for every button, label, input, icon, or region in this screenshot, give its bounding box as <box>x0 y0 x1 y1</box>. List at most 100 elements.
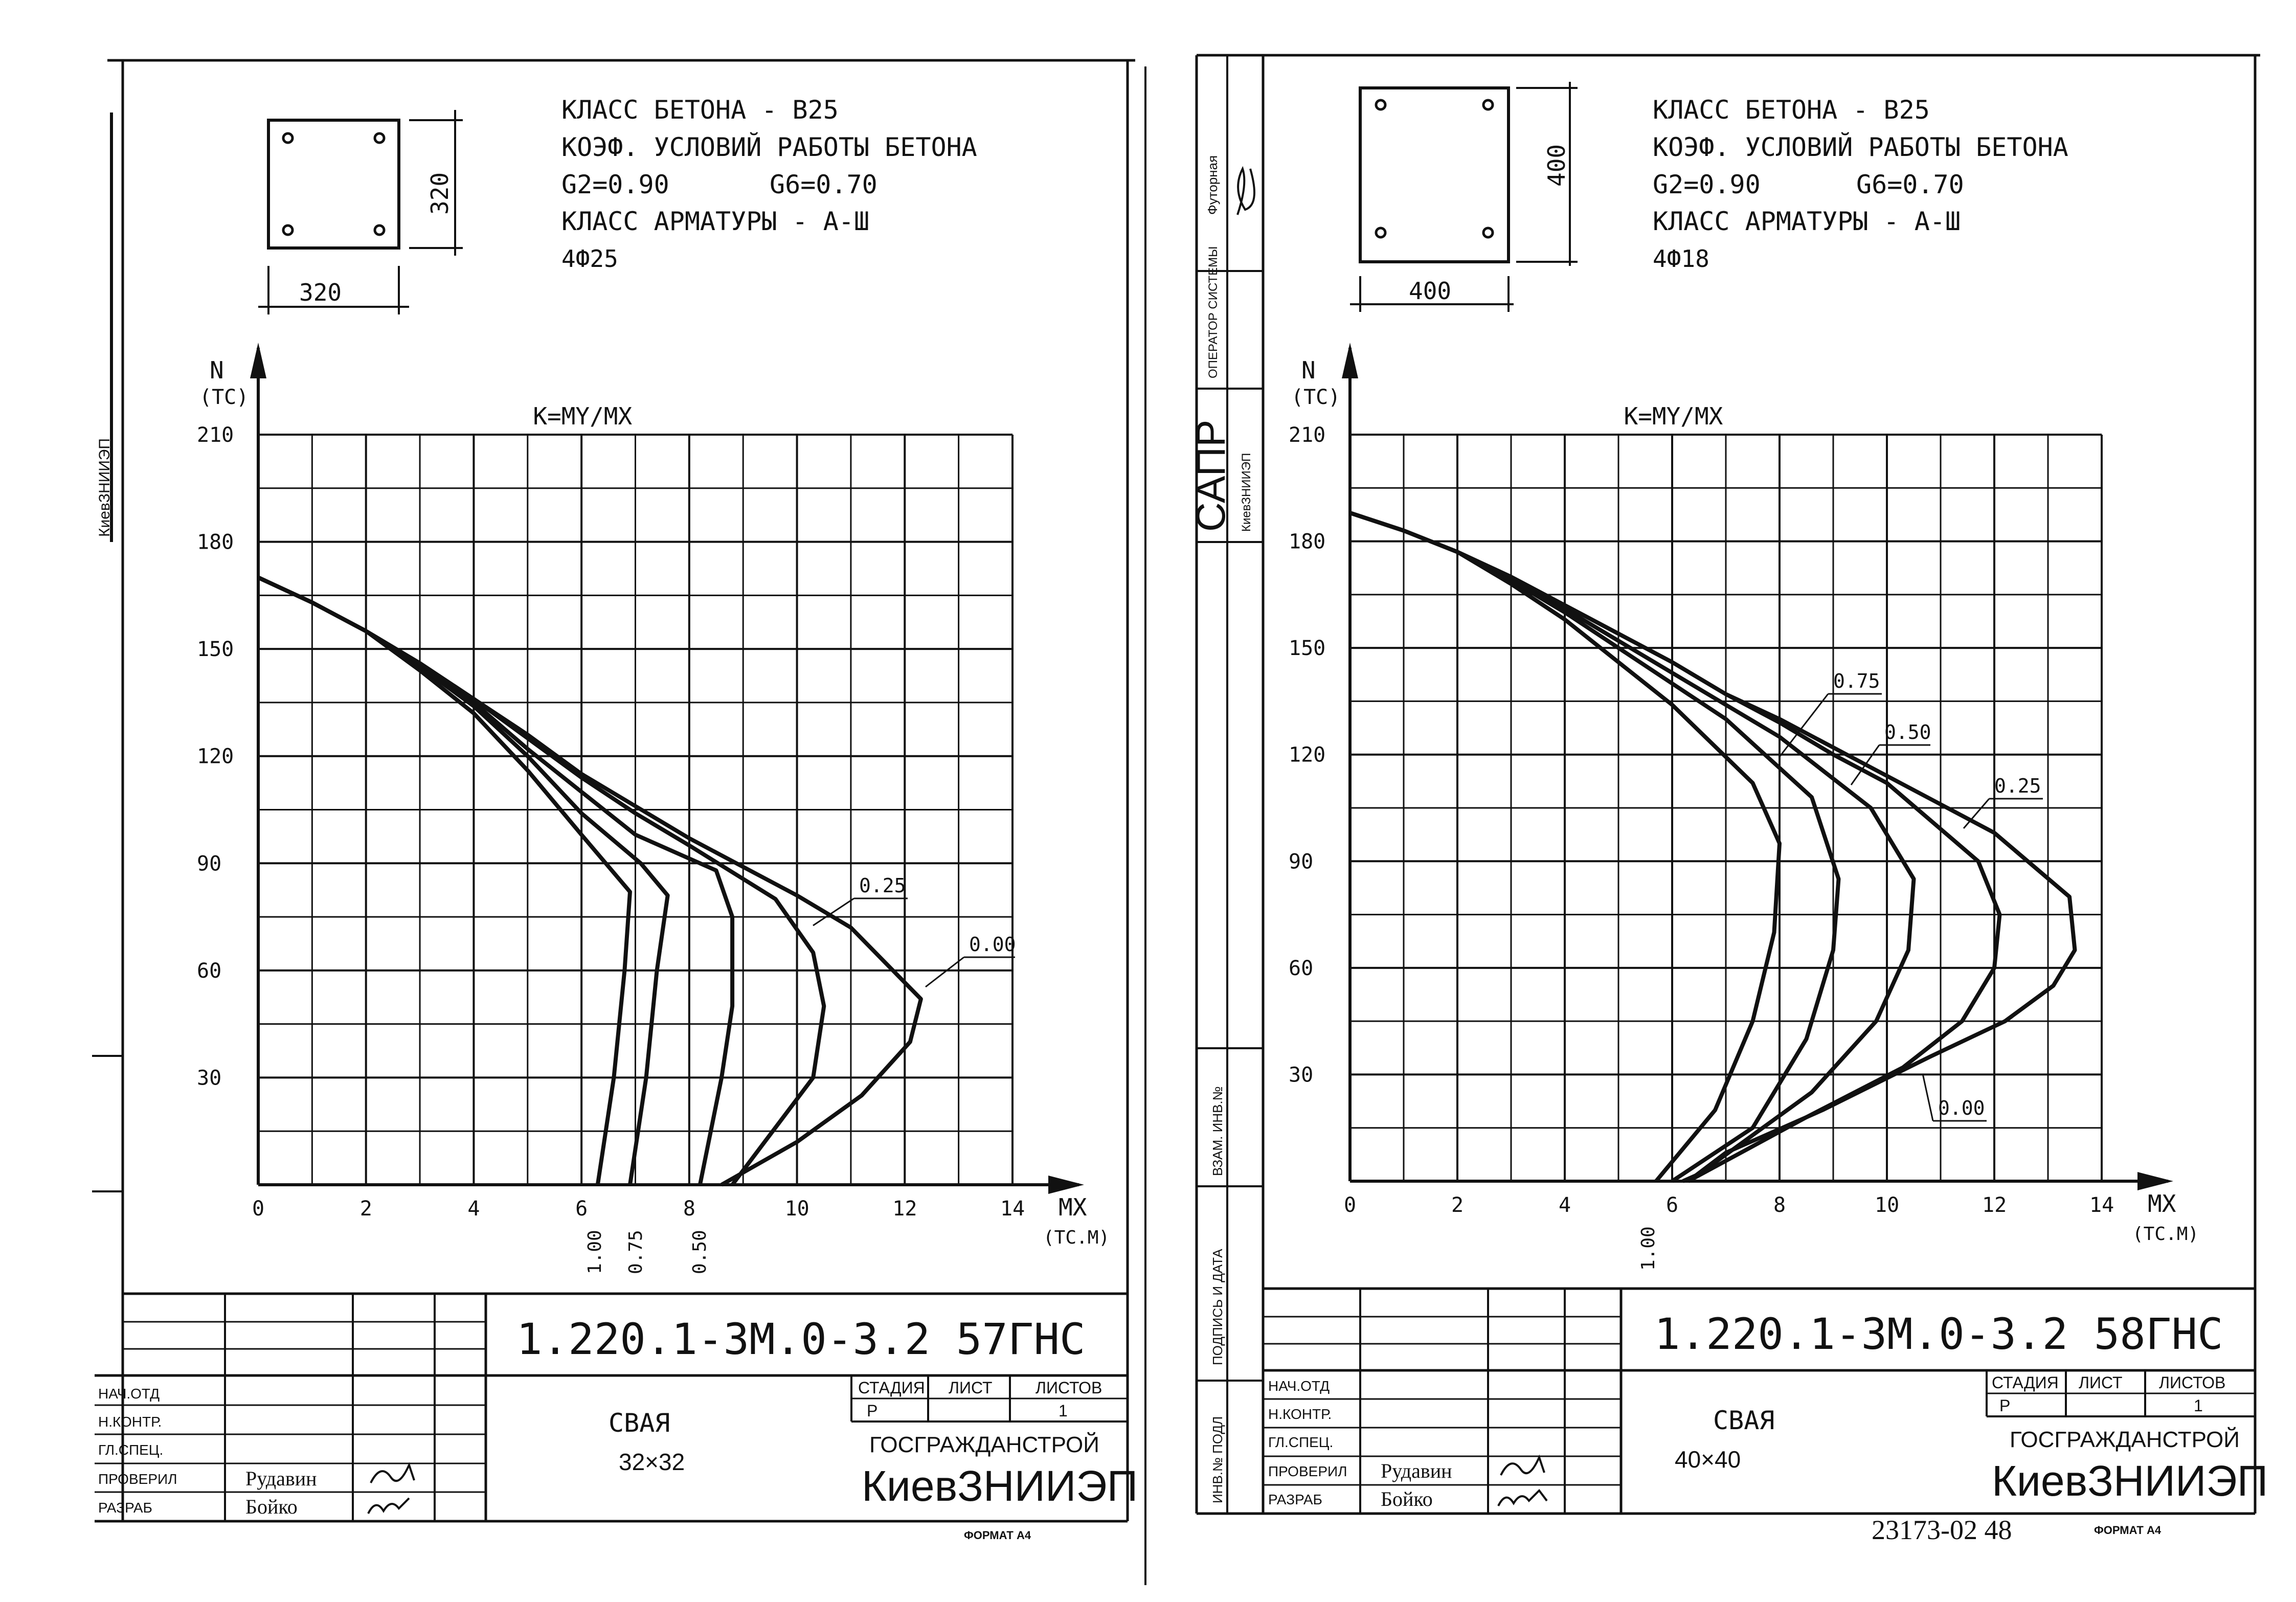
dim-width-label: 320 <box>299 279 342 306</box>
org-institute: КиевЗНИИЭП <box>862 1462 1138 1510</box>
y-axis-label: N <box>1301 356 1316 384</box>
bottom-k-label: 0.75 <box>625 1230 646 1274</box>
rebar-dot <box>1375 99 1387 111</box>
sheet-header: ЛИСТ <box>2079 1373 2123 1392</box>
callout-leader <box>1850 744 1880 785</box>
title-block-left: 1.220.1-3М.0-3.2 57ГНС СВАЯ 32×32 СТАДИЯ… <box>95 1292 1138 1542</box>
cross-section-square <box>267 119 400 250</box>
curve-label: 0.75 <box>1833 670 1880 692</box>
callout-leader <box>1922 1073 1934 1121</box>
curve-k-0-00 <box>257 575 923 1187</box>
signature <box>1500 1454 1545 1476</box>
role-chief: ГЛ.СПЕЦ. <box>1268 1434 1333 1450</box>
name-developed: Бойко <box>245 1495 298 1518</box>
curve-label: 0.00 <box>969 933 1016 956</box>
x-axis-label: MX <box>1059 1193 1087 1221</box>
stamp-sapr: САПР <box>1188 420 1233 532</box>
org-name: ГОСГРАЖДАНСТРОЙ <box>869 1431 1099 1457</box>
dim-height-label: 400 <box>1543 144 1570 187</box>
y-tick-label: 150 <box>1289 637 1325 660</box>
rebar-dot <box>1482 227 1494 239</box>
name-developed: Бойко <box>1381 1487 1433 1510</box>
curve-label: 0.25 <box>859 874 906 897</box>
spec-block: КЛАСС БЕТОНА - В25 КОЭФ. УСЛОВИЙ РАБОТЫ … <box>561 95 977 273</box>
spec-rebar-count: 4Ф18 <box>1653 245 1709 273</box>
x-tick-label: 10 <box>1875 1193 1899 1217</box>
item-name: СВАЯ <box>609 1408 670 1438</box>
spec-rebar-class: КЛАСС АРМАТУРЫ - А-Ш <box>561 207 869 236</box>
curve-k-0-25 <box>1349 511 2002 1183</box>
spec-g2: G2=0.90 <box>1653 170 1761 199</box>
curve-label: 0.00 <box>1938 1097 1985 1119</box>
callout-leader <box>925 956 964 988</box>
rebar-dot <box>282 224 294 236</box>
stamp-operator: ОПЕРАТОР СИСТЕМЫ <box>1206 246 1220 378</box>
role-developed: РАЗРАБ <box>1268 1492 1322 1507</box>
spec-concrete-class: КЛАСС БЕТОНА - В25 <box>1653 95 1930 125</box>
k-ratio-label: K=MY/MX <box>533 402 632 430</box>
spec-g6: G6=0.70 <box>770 170 877 199</box>
spec-rebar-class: КЛАСС АРМАТУРЫ - А-Ш <box>1653 207 1961 236</box>
y-axis-arrow <box>1342 343 1358 378</box>
curve-k-0-50 <box>257 575 735 1185</box>
sheet-right: Футорная ОПЕРАТОР СИСТЕМЫ САПР КиевЗНИИЭ… <box>1188 54 2268 1545</box>
stamp-kiev: КиевЗНИИЭП <box>1240 453 1253 532</box>
role-head: НАЧ.ОТД <box>1268 1378 1330 1394</box>
y-tick-label: 150 <box>197 638 234 661</box>
stage-header: СТАДИЯ <box>858 1379 925 1397</box>
rebar-dot <box>282 132 294 144</box>
y-tick-label: 60 <box>1289 957 1313 980</box>
spec-concrete-class: КЛАСС БЕТОНА - В25 <box>561 95 839 125</box>
y-axis-unit: (ТС) <box>199 386 249 409</box>
x-tick-label: 14 <box>1000 1197 1025 1221</box>
spec-block: КЛАСС БЕТОНА - В25 КОЭФ. УСЛОВИЙ РАБОТЫ … <box>1653 95 2068 273</box>
role-checked: ПРОВЕРИЛ <box>98 1471 177 1487</box>
format-label: ФОРМАТ А4 <box>964 1529 1031 1542</box>
rebar-dot <box>373 224 386 236</box>
callout-leader <box>1779 693 1829 757</box>
callout-leader <box>1963 798 1990 829</box>
signature <box>1497 1488 1548 1506</box>
x-tick-label: 0 <box>252 1197 264 1221</box>
role-head: НАЧ.ОТД <box>98 1386 160 1402</box>
curve-label: 0.50 <box>1884 721 1931 743</box>
stage-header: СТАДИЯ <box>1992 1373 2059 1392</box>
curve-k-0-00 <box>1349 511 2077 1183</box>
stamp-signature <box>1236 166 1255 215</box>
y-tick-label: 210 <box>1289 423 1325 447</box>
x-tick-label: 0 <box>1344 1193 1356 1217</box>
role-developed: РАЗРАБ <box>98 1500 152 1516</box>
drawing-number: 1.220.1-3М.0-3.2 57ГНС <box>516 1314 1086 1364</box>
role-control: Н.КОНТР. <box>1268 1406 1332 1422</box>
curve-k-1-00 <box>257 575 632 1185</box>
stamp-inv-orig: ИНВ.№ ПОДЛ <box>1210 1416 1225 1503</box>
y-tick-label: 60 <box>197 959 221 983</box>
y-tick-label: 180 <box>1289 530 1325 554</box>
spec-rebar-count: 4Ф25 <box>561 245 618 273</box>
y-tick-label: 90 <box>1289 850 1313 873</box>
sheet-left: КиевЗНИИЭП 320 320 КЛАСС БЕТОНА - В25 КО… <box>92 59 1146 1585</box>
role-checked: ПРОВЕРИЛ <box>1268 1463 1347 1479</box>
rebar-dot <box>1375 227 1387 239</box>
x-axis-arrow <box>1048 1176 1084 1194</box>
item-size: 40×40 <box>1675 1446 1741 1473</box>
sheet-header: ЛИСТ <box>949 1379 993 1397</box>
name-checked: Рудавин <box>245 1467 317 1490</box>
x-tick-label: 6 <box>575 1197 588 1221</box>
y-tick-label: 210 <box>197 423 234 447</box>
archive-number: 23173-02 48 <box>1872 1515 2012 1545</box>
x-tick-label: 8 <box>683 1197 695 1221</box>
x-tick-label: 8 <box>1773 1193 1786 1217</box>
x-tick-label: 14 <box>2089 1193 2114 1217</box>
x-tick-label: 2 <box>1451 1193 1464 1217</box>
role-control: Н.КОНТР. <box>98 1414 162 1430</box>
y-axis-label: N <box>210 356 224 384</box>
spec-g2: G2=0.90 <box>561 170 669 199</box>
name-checked: Рудавин <box>1381 1459 1452 1482</box>
curve-k-0-25 <box>257 575 826 1186</box>
k-ratio-label: K=MY/MX <box>1624 402 1723 430</box>
x-tick-label: 12 <box>892 1197 917 1221</box>
stamp-sign-date: ПОДПИСЬ И ДАТА <box>1210 1249 1225 1365</box>
x-axis-label: MX <box>2148 1190 2176 1217</box>
